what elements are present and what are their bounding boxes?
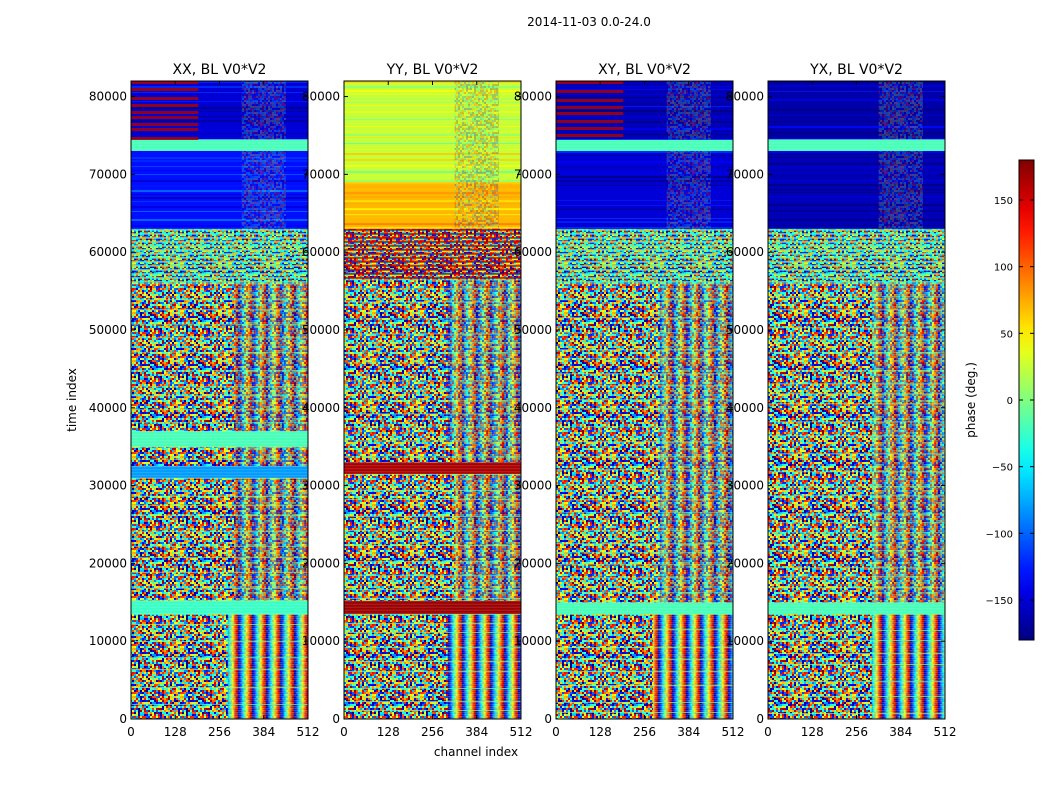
y-tick-label: 80000 [89,90,127,104]
x-tick-label: 512 [722,725,745,739]
y-tick-label: 0 [756,712,764,726]
heatmap-image [768,81,945,719]
heatmap-band [768,139,945,152]
heatmap-band [131,139,308,152]
y-tick-label: 40000 [514,401,552,415]
x-tick-label: 256 [845,725,868,739]
panel-1: XX, BL V0*V2 0 128 256 384 512 0 10000 20000 3000… [89,62,320,739]
y-tick-label: 30000 [302,479,340,493]
y-tick-label: 60000 [514,245,552,259]
x-tick-label: 512 [934,725,957,739]
heatmap-band [344,462,521,474]
y-tick-label: 10000 [89,634,127,648]
colorbar-tick-label: 50 [1000,329,1013,340]
y-tick-label: 10000 [514,634,552,648]
y-tick-label: 10000 [302,634,340,648]
x-tick-label: 512 [297,725,320,739]
x-tick-label: 128 [377,725,400,739]
x-tick-label: 384 [677,725,700,739]
figure-suptitle: 2014-11-03 0.0-24.0 [527,15,651,29]
y-tick-label: 60000 [726,245,764,259]
y-tick-label: 70000 [514,167,552,181]
x-tick-label: 256 [208,725,231,739]
panel-4: YX, BL V0*V2 0 128 256 384 512 0 10000 20000 3000… [726,62,957,739]
y-tick-label: 0 [544,712,552,726]
panel-title: XX, BL V0*V2 [173,62,267,78]
y-tick-label: 70000 [89,167,127,181]
y-tick-label: 50000 [89,323,127,337]
colorbar-label: phase (deg.) [964,362,978,438]
heatmap-image [556,81,733,719]
panel-title: YY, BL V0*V2 [386,62,479,78]
heatmap-band [131,431,308,447]
x-tick-label: 384 [889,725,912,739]
panel-title: XY, BL V0*V2 [598,62,691,78]
heatmap-band [131,600,308,614]
x-tick-label: 128 [801,725,824,739]
panel-3: XY, BL V0*V2 0 128 256 384 512 0 10000 20000 3000… [514,62,745,739]
x-tick-label: 0 [764,725,772,739]
y-tick-label: 80000 [726,90,764,104]
heatmap-band [344,600,521,614]
heatmap-image [344,81,521,719]
y-tick-label: 20000 [514,556,552,570]
y-tick-label: 40000 [89,401,127,415]
heatmap-band [556,602,733,614]
y-tick-label: 30000 [89,479,127,493]
y-tick-label: 20000 [302,556,340,570]
x-tick-label: 0 [127,725,135,739]
y-tick-label: 60000 [302,245,340,259]
colorbar-tick-label: −150 [986,596,1013,607]
y-tick-label: 30000 [726,479,764,493]
x-axis-label: channel index [434,745,518,759]
x-tick-label: 256 [421,725,444,739]
y-tick-label: 30000 [514,479,552,493]
panels: XX, BL V0*V2 0 128 256 384 512 0 10000 20000 3000… [89,62,957,739]
x-tick-label: 0 [340,725,348,739]
y-tick-label: 10000 [726,634,764,648]
panel-title: YX, BL V0*V2 [809,62,903,78]
x-tick-label: 128 [164,725,187,739]
y-tick-label: 0 [119,712,127,726]
y-tick-label: 70000 [726,167,764,181]
colorbar: −150 −100 −50 0 50 100 150 [986,159,1035,641]
x-tick-label: 128 [589,725,612,739]
y-tick-label: 40000 [726,401,764,415]
colorbar-tick-label: −100 [986,529,1013,540]
colorbar-tick-label: 0 [1007,396,1013,407]
heatmap-band [556,139,733,152]
colorbar-tick-label: 100 [994,263,1013,274]
y-tick-label: 0 [332,712,340,726]
y-tick-label: 80000 [302,90,340,104]
y-tick-label: 40000 [302,401,340,415]
y-tick-label: 80000 [514,90,552,104]
x-tick-label: 384 [252,725,275,739]
colorbar-tick-label: −50 [992,463,1013,474]
y-tick-label: 50000 [514,323,552,337]
y-tick-label: 20000 [89,556,127,570]
x-tick-label: 384 [465,725,488,739]
x-tick-label: 256 [633,725,656,739]
heatmap-band [768,602,945,614]
heatmap-image [131,81,308,719]
heatmap-band [131,466,308,478]
x-tick-label: 512 [510,725,533,739]
y-tick-label: 50000 [726,323,764,337]
y-tick-label: 60000 [89,245,127,259]
y-tick-label: 70000 [302,167,340,181]
y-tick-label: 20000 [726,556,764,570]
colorbar-tick-label: 150 [994,196,1013,207]
x-tick-label: 0 [552,725,560,739]
panel-2: YY, BL V0*V2 0 128 256 384 512 0 10000 20000 3000… [302,62,533,739]
y-axis-label: time index [65,368,79,432]
y-tick-label: 50000 [302,323,340,337]
